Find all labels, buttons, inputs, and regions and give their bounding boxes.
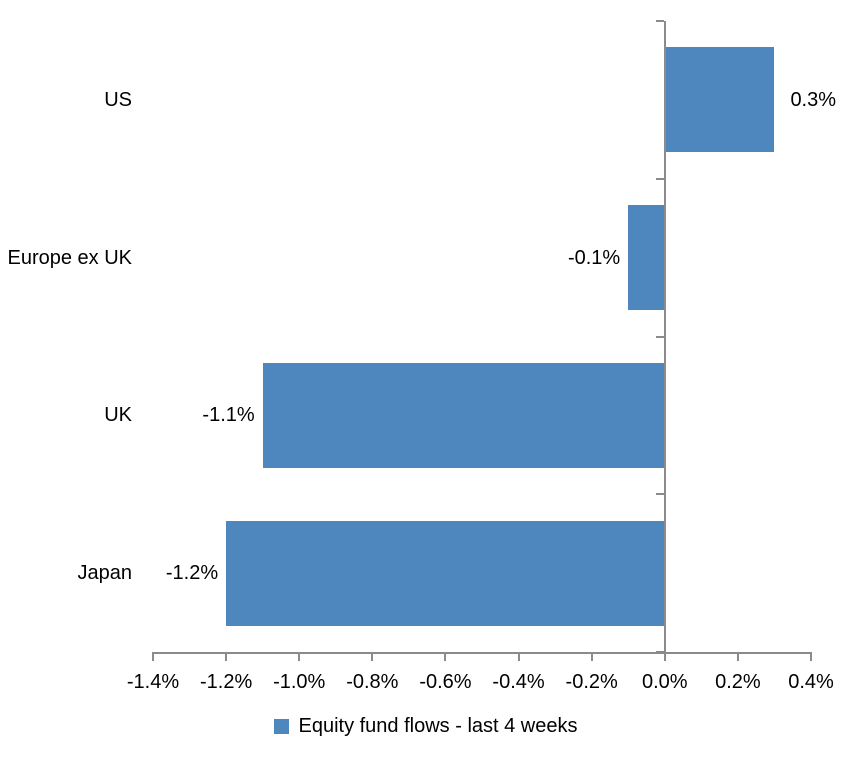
value-axis-tick-label: 0.2%	[715, 671, 761, 693]
value-axis-tick	[298, 652, 301, 661]
value-axis-tick	[736, 652, 739, 661]
category-axis-tick	[655, 335, 664, 338]
value-axis-tick	[152, 652, 154, 661]
category-axis-tick	[655, 20, 664, 22]
bar-europe-ex-uk	[628, 205, 665, 311]
value-label-japan: -1.2%	[165, 562, 219, 585]
value-label-uk: -1.1%	[202, 404, 255, 427]
legend: Equity fund flows - last 4 weeks	[0, 712, 852, 740]
value-axis-tick	[810, 652, 812, 661]
category-axis-line	[663, 21, 666, 652]
category-label-japan: Japan	[77, 562, 133, 585]
value-axis-tick-label: -0.2%	[565, 671, 618, 693]
category-label-europe-ex-uk: Europe ex UK	[7, 246, 132, 269]
value-label-europe-ex-uk: -0.1%	[567, 246, 621, 269]
value-label-us: 0.3%	[790, 88, 837, 111]
value-axis-tick-label: -1.4%	[126, 671, 180, 693]
value-axis-tick-label: -1.2%	[199, 671, 253, 693]
value-axis-tick-label: 0.4%	[788, 671, 834, 693]
value-axis-tick	[663, 652, 666, 661]
bar-us	[664, 47, 775, 153]
value-axis-line	[152, 652, 812, 654]
legend-marker	[274, 718, 290, 734]
value-axis-tick-label: -1.0%	[273, 671, 326, 693]
category-axis-tick	[655, 177, 664, 180]
legend-label: Equity fund flows - last 4 weeks	[298, 714, 578, 737]
category-label-us: US	[104, 88, 132, 111]
value-axis-tick-label: 0.0%	[641, 671, 688, 693]
value-axis-tick	[371, 652, 374, 661]
value-axis-tick	[517, 652, 520, 661]
value-axis-tick-label: -0.6%	[419, 671, 472, 693]
value-axis-tick	[444, 652, 447, 661]
value-axis-tick	[225, 652, 228, 661]
value-axis-tick	[590, 652, 593, 661]
category-label-uk: UK	[104, 404, 132, 427]
bar-uk	[262, 362, 665, 468]
bar-japan	[226, 520, 665, 626]
value-axis-tick-label: -0.4%	[492, 671, 545, 693]
value-axis-tick-label: -0.8%	[346, 671, 399, 693]
category-axis-tick	[655, 493, 664, 496]
